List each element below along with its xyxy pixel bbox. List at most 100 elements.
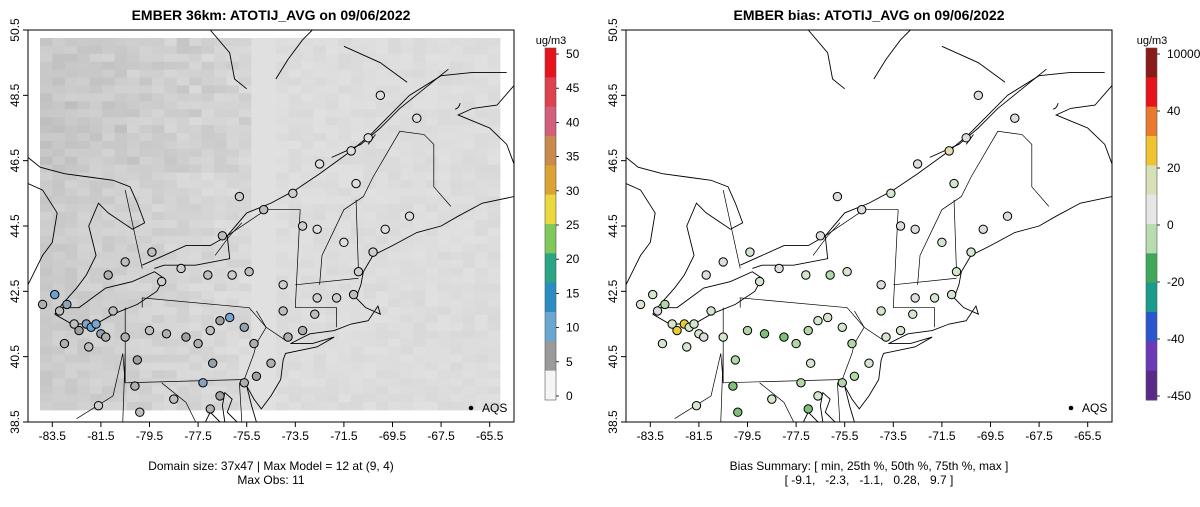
grid-cell	[425, 148, 439, 158]
grid-cell	[151, 101, 165, 110]
grid-cell	[313, 394, 327, 403]
grid-cell	[313, 117, 327, 126]
grid-cell	[214, 101, 227, 110]
grid-cell	[450, 38, 464, 47]
grid-cell	[462, 196, 476, 205]
grid-cell	[388, 307, 401, 316]
grid-cell	[487, 394, 501, 403]
grid-cell	[176, 307, 190, 316]
grid-cell	[201, 85, 215, 94]
grid-cell	[139, 204, 153, 213]
grid-cell	[263, 109, 277, 118]
grid-cell	[288, 53, 302, 63]
grid-cell	[127, 267, 140, 276]
grid-cell	[375, 315, 389, 324]
grid-cell	[288, 164, 302, 173]
bias-site-marker	[842, 267, 852, 277]
grid-cell	[475, 101, 488, 110]
grid-cell	[214, 307, 227, 316]
grid-cell	[139, 45, 153, 55]
grid-cell	[139, 362, 153, 371]
grid-cell	[127, 338, 140, 348]
grid-cell	[288, 61, 302, 71]
grid-cell	[139, 156, 153, 166]
grid-cell	[226, 53, 240, 63]
obs-site-marker	[368, 247, 378, 257]
grid-cell	[400, 117, 414, 126]
grid-cell	[437, 148, 451, 158]
grid-cell	[189, 346, 203, 355]
grid-cell	[388, 38, 401, 47]
grid-cell	[127, 148, 140, 158]
grid-cell	[475, 61, 488, 71]
grid-cell	[288, 117, 302, 126]
grid-cell	[288, 140, 302, 150]
grid-cell	[313, 132, 327, 142]
grid-cell	[64, 394, 78, 403]
bias-site-marker	[895, 325, 906, 336]
grid-cell	[288, 275, 302, 284]
grid-cell	[40, 370, 53, 379]
grid-cell	[64, 38, 78, 47]
island	[1052, 103, 1059, 110]
grid-cell	[475, 53, 488, 63]
colorbar-segment	[1146, 312, 1157, 342]
grid-cell	[338, 156, 352, 166]
grid-cell	[263, 378, 277, 387]
grid-cell	[139, 330, 153, 340]
grid-cell	[400, 188, 414, 197]
grid-cell	[176, 125, 190, 134]
grid-cell	[437, 53, 451, 63]
grid-cell	[164, 188, 178, 197]
grid-cell	[139, 132, 153, 142]
obs-site-marker	[346, 146, 356, 156]
grid-cell	[64, 275, 78, 284]
grid-cell	[164, 362, 178, 371]
grid-cell	[375, 101, 389, 110]
grid-cell	[350, 125, 364, 134]
grid-cell	[89, 370, 103, 379]
grid-cell	[40, 196, 53, 205]
grid-cell	[425, 61, 439, 71]
grid-cell	[388, 291, 401, 300]
grid-cell	[363, 235, 377, 245]
bias-site-marker	[774, 263, 784, 274]
grid-cell	[325, 299, 339, 308]
y-tick-label: 38.5	[606, 410, 620, 434]
grid-cell	[238, 156, 252, 166]
boundary-line	[161, 382, 196, 422]
grid-cell	[462, 370, 476, 379]
obs-site-marker	[239, 322, 249, 332]
grid-cell	[450, 117, 464, 126]
grid-cell	[338, 172, 352, 181]
grid-cell	[263, 132, 277, 142]
colorbar-label: 0	[566, 389, 573, 403]
grid-cell	[251, 85, 265, 94]
grid-cell	[450, 196, 464, 205]
grid-cell	[388, 156, 401, 166]
grid-cell	[313, 267, 327, 276]
grid-cell	[52, 53, 66, 63]
grid-cell	[176, 283, 190, 292]
grid-cell	[214, 109, 227, 118]
grid-cell	[189, 251, 203, 261]
grid-cell	[450, 243, 464, 253]
grid-cell	[127, 307, 140, 316]
grid-cell	[313, 85, 327, 94]
grid-cell	[276, 338, 290, 348]
grid-cell	[77, 53, 91, 63]
grid-cell	[127, 259, 140, 268]
grid-cell	[114, 394, 128, 403]
grid-cell	[52, 259, 66, 268]
obs-site-marker	[312, 224, 322, 234]
bias-map-area	[626, 30, 1112, 422]
grid-cell	[89, 93, 103, 102]
grid-cell	[226, 299, 240, 308]
grid-cell	[114, 338, 128, 348]
grid-cell	[251, 251, 265, 261]
grid-cell	[114, 227, 128, 237]
grid-cell	[102, 172, 115, 181]
grid-cell	[263, 172, 277, 181]
grid-cell	[487, 322, 501, 332]
grid-cell	[400, 196, 414, 205]
